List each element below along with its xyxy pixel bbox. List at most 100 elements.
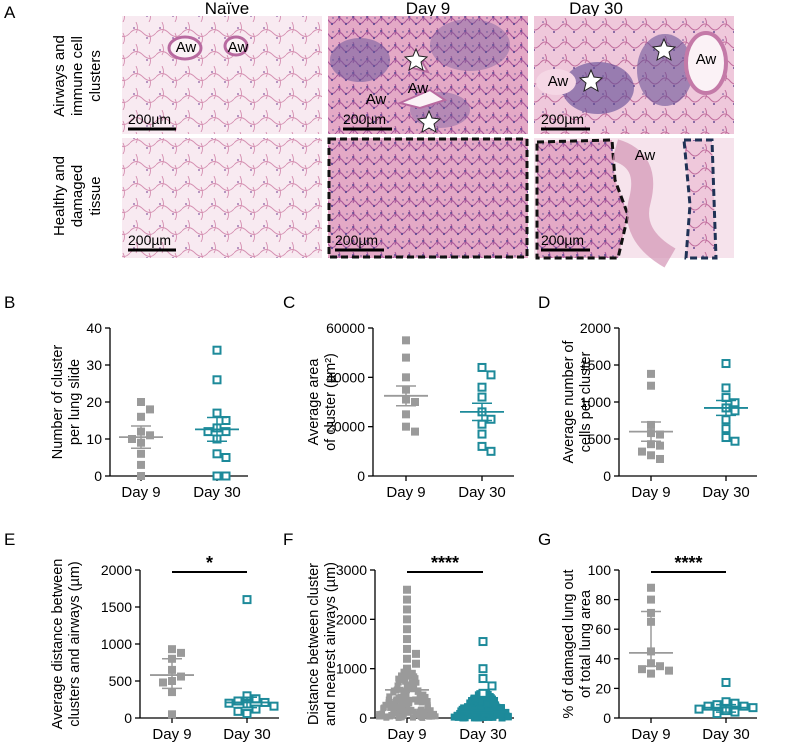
data-point xyxy=(403,615,411,624)
y-tick-label: 1000 xyxy=(101,636,132,652)
data-point xyxy=(487,681,497,691)
micrograph-naive-tissue: 200µm xyxy=(122,138,322,258)
column-header-day30: Day 30 xyxy=(569,0,623,18)
data-point xyxy=(137,398,145,406)
data-point-dense xyxy=(398,672,405,679)
data-point xyxy=(694,704,704,714)
data-point xyxy=(402,410,410,419)
data-point xyxy=(251,704,261,714)
data-point xyxy=(212,449,222,459)
panel-a: A Naïve Day 9 Day 30 Airways and immune … xyxy=(4,0,734,268)
significance-label: **** xyxy=(431,553,459,573)
y-axis-label-line: cells per cluster xyxy=(578,351,594,452)
data-point-dense xyxy=(406,698,413,705)
data-point xyxy=(159,678,167,687)
data-point-dense xyxy=(426,712,433,719)
data-point xyxy=(168,688,176,697)
data-point xyxy=(730,398,740,408)
data-point-dense xyxy=(419,698,426,705)
data-point xyxy=(656,454,664,463)
y-axis-label: Distance between cluster and nearest airw… xyxy=(306,562,339,726)
scatter-panels: B 0 10 20 30 40 Day 9 Day 30 Number of cluster pe… xyxy=(4,293,758,743)
data-point xyxy=(665,666,673,675)
scale-bar-label: 200µm xyxy=(128,232,171,248)
data-point xyxy=(721,415,731,425)
y-tick-label: 3000 xyxy=(336,562,367,578)
data-point-dense xyxy=(397,714,404,721)
data-point xyxy=(739,701,749,711)
data-point xyxy=(177,648,185,657)
x-tick-label: Day 9 xyxy=(387,726,426,743)
scale-bar-label: 200µm xyxy=(541,111,584,127)
data-point xyxy=(402,336,410,345)
data-point-dense xyxy=(420,691,427,698)
data-point xyxy=(251,694,261,704)
scale-bar-label: 200µm xyxy=(541,232,584,248)
data-point xyxy=(403,595,411,604)
y-tick-label: 30 xyxy=(86,357,102,373)
panel-letter: E xyxy=(4,530,15,549)
data-point xyxy=(137,412,145,421)
data-point xyxy=(477,441,487,451)
x-tick-label: Day 9 xyxy=(386,484,425,501)
series-day30 xyxy=(224,595,279,719)
scale-bar-label: 200µm xyxy=(335,232,378,248)
data-point-dense xyxy=(427,707,434,714)
data-point-dense xyxy=(493,710,501,718)
data-point xyxy=(221,471,231,481)
column-header-day9: Day 9 xyxy=(406,0,450,18)
micrograph-naive-airways: Aw Aw 200µm xyxy=(122,16,322,134)
data-point xyxy=(221,453,231,462)
panel-c: C 0 20000 40000 60000 Day 9 Day 30 Average area… xyxy=(283,293,514,501)
data-point xyxy=(146,405,154,414)
data-point xyxy=(212,375,222,385)
y-axis-label-line: per lung slide xyxy=(67,359,83,445)
airway-label: Aw xyxy=(548,73,569,90)
airway-label: Aw xyxy=(366,91,387,108)
significance-label: **** xyxy=(674,553,702,573)
micrograph-day9-tissue: 200µm xyxy=(327,137,529,259)
data-point xyxy=(411,398,419,406)
y-axis-label: Average distance between clusters and air… xyxy=(50,559,83,730)
panel-letter: F xyxy=(283,530,293,549)
y-axis-label: Average number of cells per cluster xyxy=(561,340,594,464)
data-point xyxy=(656,441,664,450)
panel-letter: D xyxy=(538,293,550,312)
row-label-tissue-line2: damaged xyxy=(69,165,86,228)
series-day30 xyxy=(195,345,239,481)
data-point xyxy=(721,433,731,443)
significance-label: * xyxy=(206,553,213,573)
data-point xyxy=(212,345,222,355)
data-point xyxy=(721,424,731,434)
data-point-dense xyxy=(412,696,419,703)
data-point xyxy=(647,369,655,378)
airway-label: Aw xyxy=(228,39,249,56)
data-point xyxy=(638,447,646,456)
data-point-dense xyxy=(432,713,439,720)
data-point-dense xyxy=(402,678,409,685)
data-point-dense xyxy=(387,704,394,711)
data-point xyxy=(477,392,487,402)
data-point xyxy=(647,440,655,449)
y-axis-label: Number of cluster per lung slide xyxy=(50,345,83,460)
y-tick-label: 60000 xyxy=(326,320,365,336)
series-day30 xyxy=(450,637,512,722)
data-point-dense xyxy=(424,705,431,712)
series-day9 xyxy=(629,583,673,678)
data-point xyxy=(656,430,664,439)
x-tick-label: Day 30 xyxy=(702,726,750,743)
data-point xyxy=(403,635,411,644)
x-tick-label: Day 9 xyxy=(152,726,191,743)
row-label-airways: Airways and immune cell clusters xyxy=(51,35,104,117)
data-point xyxy=(412,659,420,668)
y-axis-label-line: and nearest airways (µm) xyxy=(323,562,339,726)
data-point xyxy=(647,595,655,604)
y-axis-label-line: clusters and airways (µm) xyxy=(67,561,83,726)
y-tick-label: 100 xyxy=(588,562,612,578)
data-point xyxy=(212,471,222,481)
panel-g: G 0 20 40 60 80 100 Day 9 Day 30 % of damaged lun… xyxy=(538,530,758,743)
data-point xyxy=(221,427,231,437)
data-point-dense xyxy=(385,699,392,706)
row-label-airways-line3: clusters xyxy=(87,50,104,102)
